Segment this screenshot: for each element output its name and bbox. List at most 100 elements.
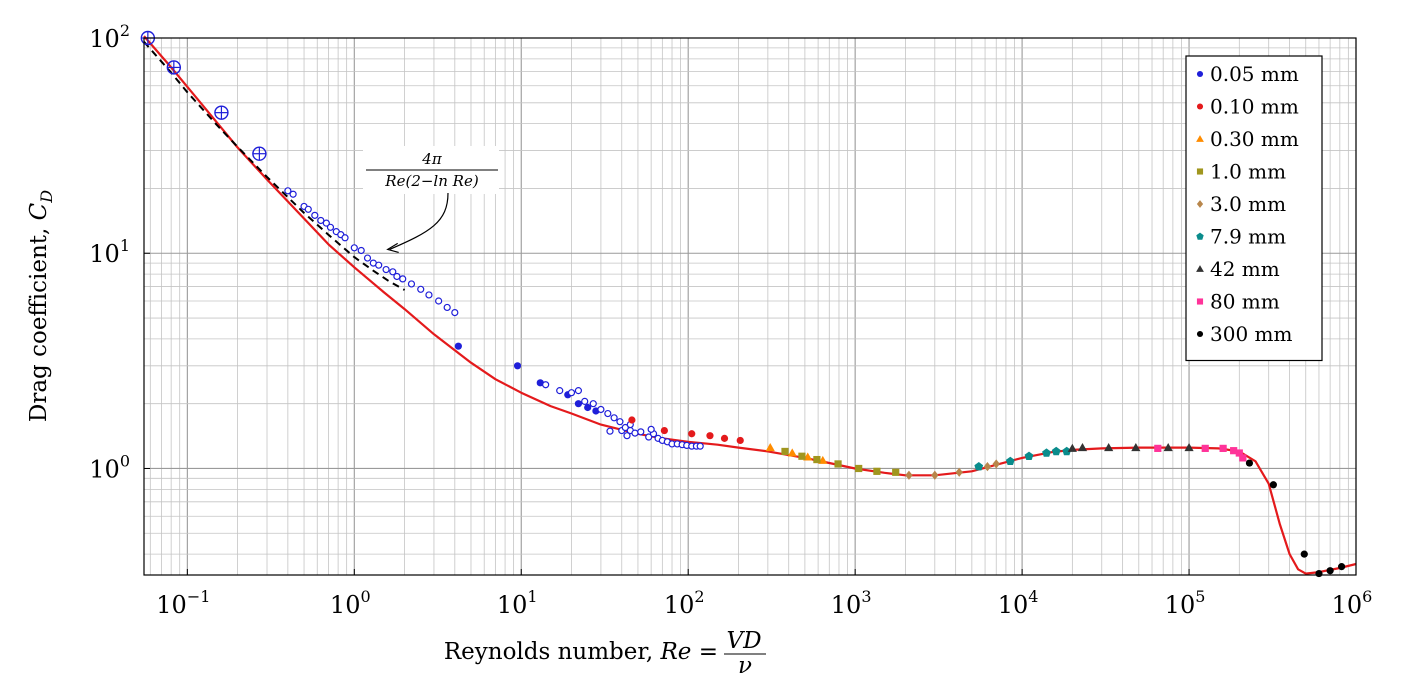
point-7-9-mm [1051,446,1061,456]
y-tick-label: 101 [89,236,130,268]
legend-marker [1196,103,1204,110]
point-extra [610,414,618,422]
point-0-05-mm [584,403,592,412]
x-tick-label: 10−1 [156,587,210,619]
point-3-0-mm [931,470,939,480]
legend-box [1185,55,1323,362]
point-extra [574,387,583,395]
point-42-mm [1077,443,1088,452]
point-300-mm [1326,567,1334,575]
point-80-mm [1201,444,1209,452]
point-0-10-mm [688,430,696,438]
x-tick-label: 104 [998,587,1039,619]
point-extra [389,268,397,276]
point-1-0-mm [813,455,821,464]
y-axis-label: Drag coefficient, CD [26,190,56,422]
annotation-arrow [389,192,449,250]
data-points [140,30,1346,578]
annotation-arrow-head [386,242,399,253]
point-300-mm [1300,550,1308,558]
point-42-mm [1067,443,1077,452]
y-tick-label: 100 [89,451,130,483]
legend-marker [1196,232,1204,240]
point-extra [357,246,365,255]
legend-marker [1196,298,1204,305]
point-extra [341,234,349,242]
point-0-05-mm [574,400,583,408]
point-extra [350,244,358,252]
tick-labels: 10−1 100 101 102 103 104 105 106 100 101 102 [89,21,1372,619]
point-extra [435,297,443,305]
point-0-10-mm [736,436,744,445]
point-80-mm [1219,444,1227,452]
point-extra [589,400,597,408]
legend-marker [1196,168,1204,175]
point-extra [363,254,372,262]
point-300-mm [1269,481,1277,489]
point-extra [597,405,605,414]
point-extra [451,308,459,317]
point-3-0-mm [955,467,963,477]
point-300-mm [1338,563,1346,571]
legend-entry: 0.05 mm [1210,62,1299,86]
point-extra [567,389,576,397]
point-0-10-mm [660,426,668,435]
point-7-9-mm [1005,456,1015,465]
point-extra [317,216,325,225]
point-extra [645,433,653,441]
curves [143,35,1357,575]
point-0-10-mm [628,416,636,424]
legend-marker [1196,265,1204,272]
point-80-mm [1154,444,1162,452]
legend-entry: 300 mm [1210,322,1292,346]
point-extra [393,272,401,281]
point-extra [443,303,451,312]
point-extra [581,397,589,405]
legend-marker [1196,330,1204,338]
point-80-mm [1235,449,1243,457]
point-extra [637,428,645,436]
point-1-0-mm [781,447,789,456]
x-tick-label: 101 [497,587,538,619]
legend-marker [1196,135,1204,142]
legend-entry: 0.10 mm [1210,95,1299,119]
plot-frame [143,37,1357,576]
point-0-30-mm [765,443,775,452]
point-80-mm [1230,447,1238,455]
legend-entry: 1.0 mm [1210,160,1286,184]
point-1-0-mm [873,467,881,475]
annotation: 4π Re(2−ln Re) [363,146,499,253]
point-1-0-mm [834,460,842,468]
annotation-numerator: 4π [421,150,443,168]
point-3-0-mm [992,459,1000,469]
legend-entry: 0.30 mm [1210,127,1299,151]
point-extra [616,418,624,426]
point-extra [647,425,655,433]
point-42-mm [1104,443,1114,452]
point-42-mm [1163,443,1173,452]
point-extra [326,223,335,231]
point-7-9-mm [1062,446,1072,456]
point-7-9-mm [974,462,984,471]
point-80-mm [1239,454,1247,462]
point-0-05-mm [513,362,522,370]
point-0-05-mm [454,342,462,350]
point-extra [289,190,297,198]
point-extra [322,219,330,227]
point-extra [284,187,292,195]
point-extra [604,409,612,418]
point-extra [407,280,416,288]
point-extra [696,442,704,450]
point-extra [399,275,407,283]
legend-entry: 3.0 mm [1210,192,1286,216]
point-42-mm [1131,443,1141,452]
point-3-0-mm [983,462,992,472]
point-3-0-mm [905,470,913,480]
grid [144,37,1357,575]
point-300-mm [1315,569,1323,578]
point-0-10-mm [720,434,729,442]
point-extra [623,432,631,440]
point-extra [382,265,390,274]
point-1-0-mm [798,452,806,460]
